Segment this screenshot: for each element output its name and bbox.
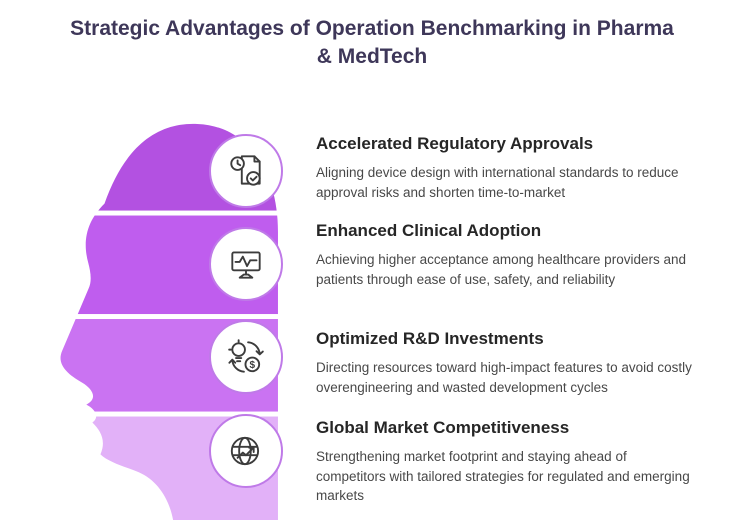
benefit-body-3: Directing resources toward high-impact f… [316,360,692,395]
icon-circle-2 [209,227,283,301]
icon-circle-1 [209,134,283,208]
benefit-heading-2: Enhanced Clinical Adoption [316,221,542,240]
benefit-item-1: Accelerated Regulatory Approvals Alignin… [316,133,708,202]
icon-circle-4 [209,414,283,488]
monitor-pulse-icon [231,251,261,279]
lightbulb-dollar-cycle-icon: $ [228,339,264,373]
benefit-heading-1: Accelerated Regulatory Approvals [316,134,594,153]
benefit-item-3: Optimized R&D Investments Directing reso… [316,328,708,397]
benefit-heading-4: Global Market Competitiveness [316,418,570,437]
benefit-heading-3: Optimized R&D Investments [316,329,544,348]
page-title: Strategic Advantages of Operation Benchm… [70,17,674,69]
benefit-body-2: Achieving higher acceptance among health… [316,252,686,287]
svg-text:$: $ [250,360,256,371]
document-clock-check-icon [230,155,261,186]
icon-circle-3: $ [209,320,283,394]
benefit-item-2: Enhanced Clinical Adoption Achieving hig… [316,220,708,289]
benefit-item-4: Global Market Competitiveness Strengthen… [316,417,708,506]
benefit-body-1: Aligning device design with internationa… [316,165,679,200]
globe-growth-arrow-icon [230,436,260,466]
benefit-body-4: Strengthening market footprint and stayi… [316,449,690,504]
